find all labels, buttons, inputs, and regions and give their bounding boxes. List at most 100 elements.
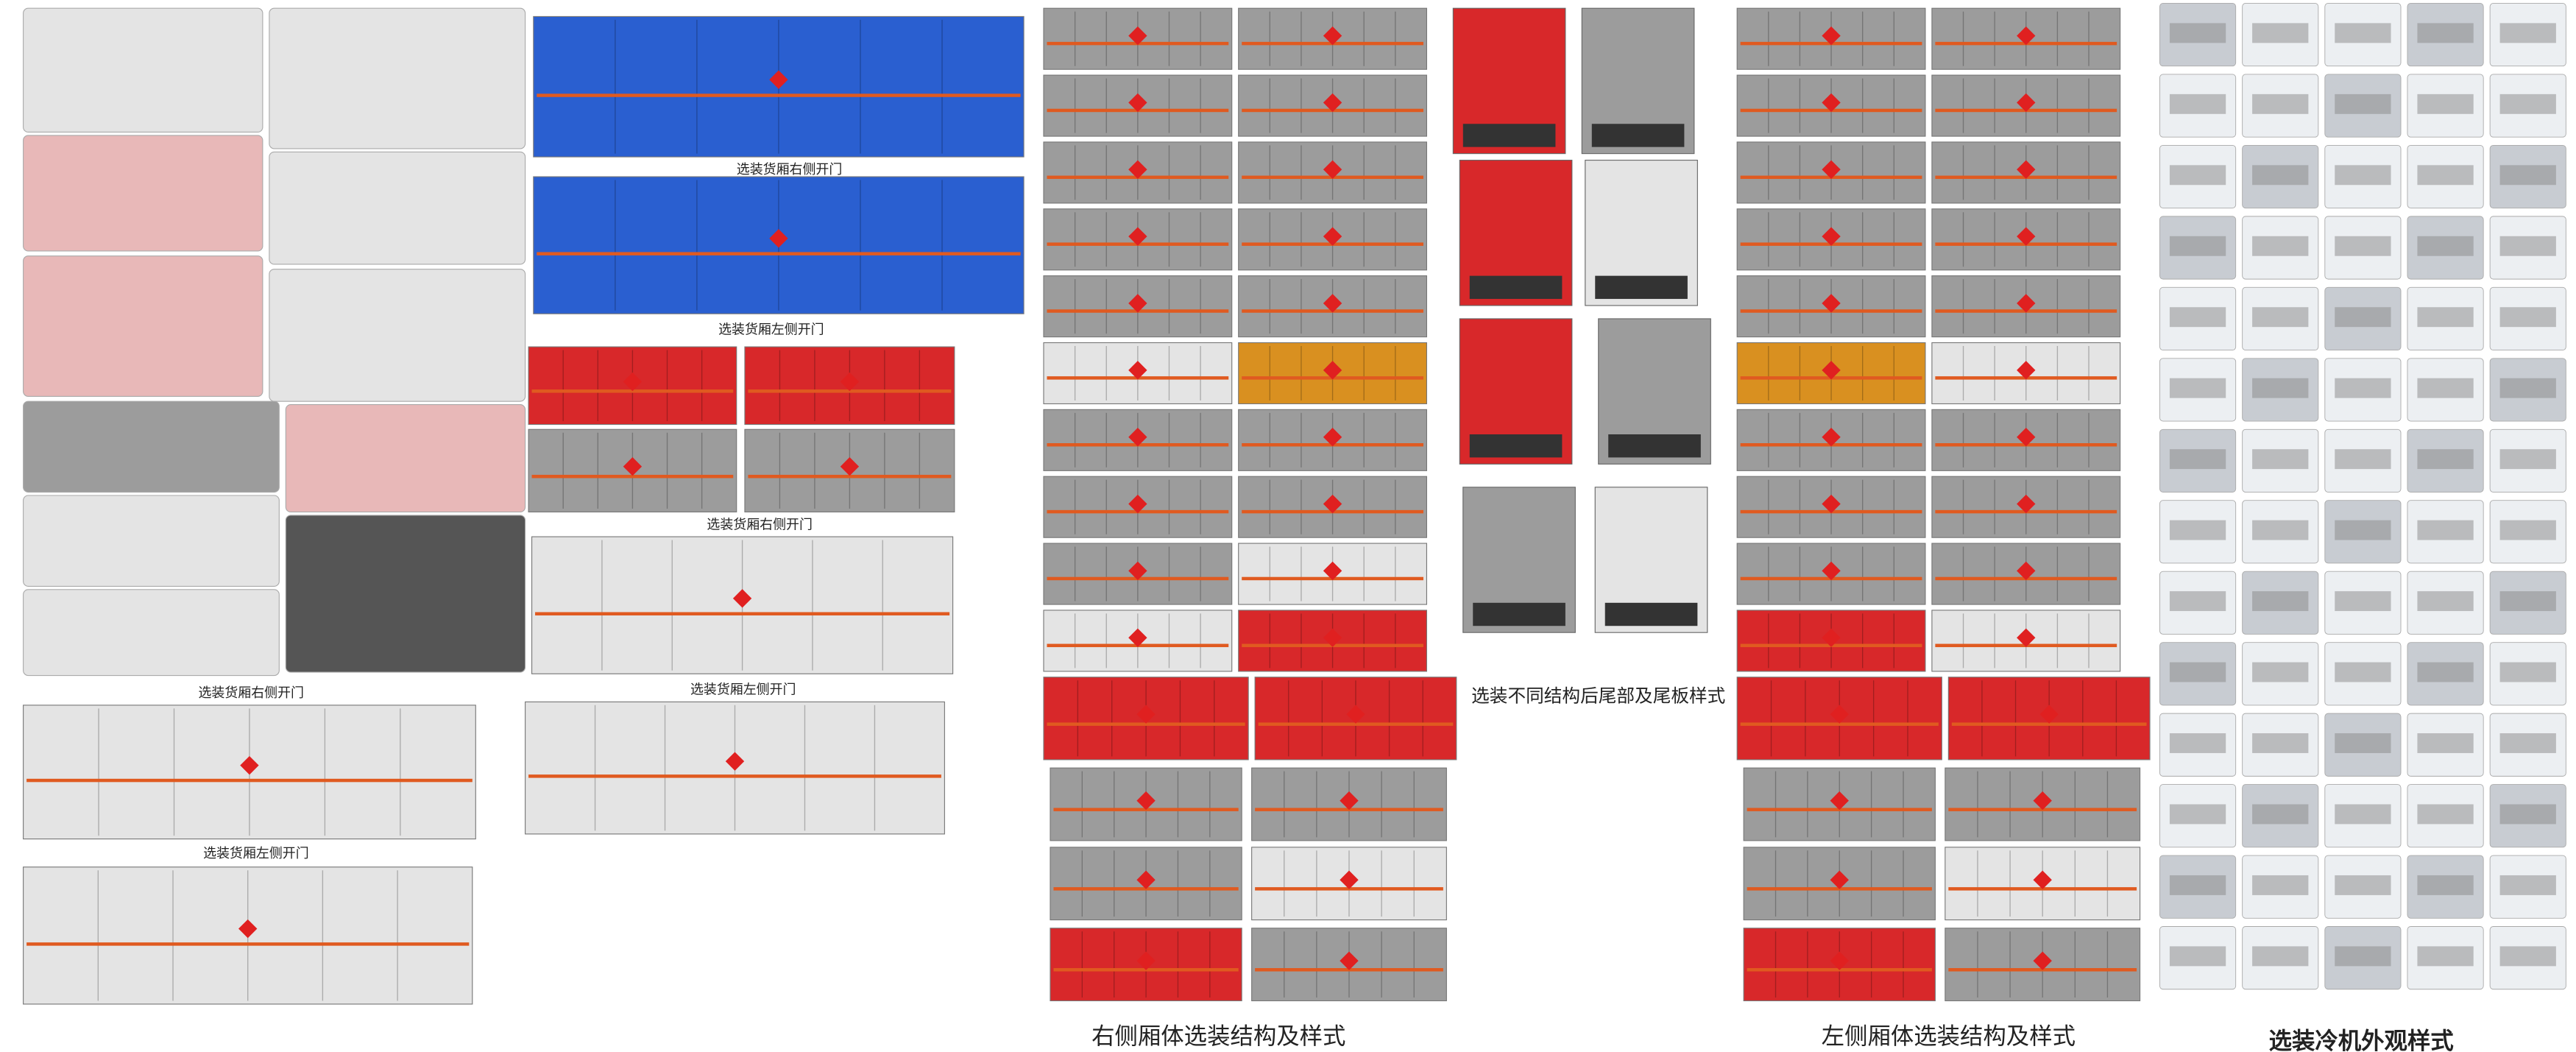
chassis: [1595, 275, 1688, 300]
hazard-sign: [732, 589, 752, 608]
fridge-grille: [2499, 591, 2556, 612]
fridge-grille: [2417, 165, 2474, 186]
fridge-grille: [2252, 946, 2309, 967]
hazard-sign: [1136, 951, 1156, 970]
fridge-grille: [2252, 733, 2309, 753]
fridge-grille: [2169, 165, 2226, 186]
stripe: [537, 93, 1021, 97]
fridge-grille: [2417, 733, 2474, 753]
fridge-grille: [2417, 804, 2474, 825]
fridge-grille: [2169, 93, 2226, 114]
fridge-photo: [23, 7, 263, 133]
caption: 选装冷机外观样式: [2269, 1028, 2454, 1052]
fridge-photo: [23, 135, 263, 252]
hazard-sign: [238, 919, 258, 939]
fridge-grille: [2335, 520, 2391, 540]
fridge-grille: [2335, 236, 2391, 256]
fridge-grille: [2169, 378, 2226, 398]
fridge-grille: [2169, 804, 2226, 825]
fridge-grille: [2499, 449, 2556, 470]
hazard-sign: [1128, 561, 1147, 581]
fridge-grille: [2169, 23, 2226, 43]
hazard-sign: [1128, 428, 1147, 447]
caption: 选装货厢右侧开门: [198, 685, 304, 701]
fridge-photo: [269, 7, 526, 149]
stripe: [535, 612, 950, 615]
fridge-grille: [2252, 591, 2309, 612]
hazard-sign: [1136, 791, 1156, 811]
caption: 选装不同结构后尾部及尾板样式: [1471, 685, 1725, 707]
hazard-sign: [623, 457, 643, 476]
stripe: [26, 942, 470, 946]
fridge-grille: [2335, 378, 2391, 398]
fridge-grille: [2499, 307, 2556, 328]
fridge-grille: [2417, 23, 2474, 43]
fridge-grille: [2499, 946, 2556, 967]
stripe: [531, 474, 734, 479]
fridge-grille: [2169, 236, 2226, 256]
hazard-sign: [1323, 628, 1342, 647]
fridge-grille: [2417, 520, 2474, 540]
stripe: [528, 774, 941, 778]
fridge-grille: [2417, 236, 2474, 256]
chassis: [1462, 124, 1556, 147]
fridge-photo: [285, 515, 526, 673]
box-panel: [1254, 677, 1457, 760]
fridge-grille: [2417, 378, 2474, 398]
caption: 选装货厢右侧开门: [737, 162, 843, 177]
stripe: [537, 252, 1021, 255]
hazard-sign: [1128, 494, 1147, 514]
fridge-grille: [2417, 662, 2474, 682]
fridge-grille: [2335, 804, 2391, 825]
fridge-grille: [2499, 165, 2556, 186]
fridge-grille: [2252, 93, 2309, 114]
fridge-grille: [2169, 520, 2226, 540]
box-panel: [1043, 476, 1233, 538]
hazard-sign: [1128, 294, 1147, 313]
stripe: [1951, 722, 2147, 726]
hazard-sign: [1323, 494, 1342, 514]
fridge-grille: [2417, 946, 2474, 967]
stripe: [748, 389, 952, 393]
fridge-grille: [2169, 662, 2226, 682]
fridge-grille: [2499, 520, 2556, 540]
stripe: [748, 474, 952, 479]
fridge-grille: [2335, 733, 2391, 753]
caption: 选装货厢左侧开门: [203, 846, 309, 861]
hazard-sign: [1323, 361, 1342, 380]
fridge-grille: [2499, 875, 2556, 895]
photos: [23, 3, 2566, 1005]
fridge-grille: [2252, 875, 2309, 895]
hazard-sign: [1136, 705, 1156, 724]
stripe: [26, 778, 473, 783]
caption: 选装货厢左侧开门: [690, 682, 796, 698]
hazard-sign: [1128, 227, 1147, 246]
chassis: [1608, 434, 1701, 458]
fridge-photo: [23, 495, 280, 587]
hazard-sign: [1136, 870, 1156, 889]
chassis: [1591, 124, 1685, 147]
stripe: [1047, 722, 1245, 726]
fridge-grille: [2252, 662, 2309, 682]
stripe: [531, 389, 734, 393]
fridge-photo: [23, 255, 263, 397]
fridge-grille: [2252, 307, 2309, 328]
fridge-grille: [2252, 449, 2309, 470]
fridge-grille: [2252, 520, 2309, 540]
fridge-grille: [2499, 378, 2556, 398]
stripe: [1740, 722, 1939, 726]
fridge-grille: [2169, 733, 2226, 753]
hazard-sign: [1323, 561, 1342, 581]
fridge-grille: [2335, 307, 2391, 328]
hazard-sign: [1323, 93, 1342, 113]
fridge-grille: [2252, 804, 2309, 825]
fridge-grille: [2335, 93, 2391, 114]
caption: 选装货厢右侧开门: [707, 517, 813, 532]
hazard-sign: [240, 755, 259, 775]
fridge-grille: [2335, 875, 2391, 895]
chassis: [1604, 602, 1698, 626]
fridge-grille: [2335, 591, 2391, 612]
fridge-grille: [2169, 946, 2226, 967]
